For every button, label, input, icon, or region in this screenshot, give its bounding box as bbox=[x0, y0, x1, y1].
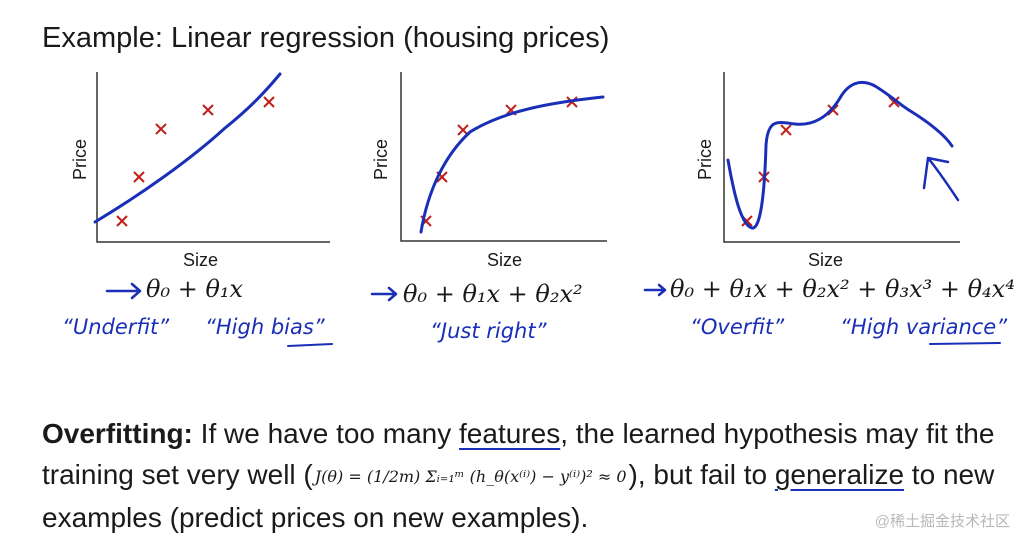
plot2-note-justright: “Just right” bbox=[430, 319, 548, 343]
plot3-point bbox=[888, 96, 900, 108]
generalize-word: generalize bbox=[774, 459, 905, 490]
plot2-axes bbox=[400, 72, 607, 242]
plot2-arrow bbox=[370, 286, 398, 302]
cost-formula: J(θ) = (1/2m) Σᵢ₌₁ᵐ (h_θ(x⁽ⁱ⁾) − y⁽ⁱ⁾)² … bbox=[314, 467, 627, 487]
plot1-hypothesis: θ₀ + θ₁x bbox=[146, 275, 244, 303]
body-part3: ), but fail to bbox=[628, 459, 775, 490]
plot3-fit-curve bbox=[726, 81, 954, 230]
plot-just-right: Price Size θ₀ + θ₁x + θ₂x² “Just right” bbox=[370, 72, 607, 343]
body-part2: , the learned hypothesis may fit the tra… bbox=[42, 418, 995, 490]
plot1-point bbox=[263, 96, 275, 108]
watermark: @稀土掘金技术社区 bbox=[874, 513, 1010, 530]
plot3-underline bbox=[929, 342, 1001, 345]
plot1-point bbox=[202, 104, 214, 116]
features-word: features bbox=[459, 418, 561, 449]
overfitting-definition: Overfitting: If we have too many feature… bbox=[42, 413, 1012, 538]
body-part1: If we have too many bbox=[192, 418, 460, 449]
slide-title: Example: Linear regression (housing pric… bbox=[42, 22, 610, 54]
plot3-hand-arrow bbox=[922, 156, 960, 202]
plot1-point bbox=[116, 215, 128, 227]
plot1-point bbox=[155, 123, 167, 135]
plot1-axes bbox=[96, 72, 330, 243]
plot2-fit-curve bbox=[419, 95, 605, 234]
plot3-point bbox=[780, 124, 792, 136]
plot1-xlabel: Size bbox=[183, 250, 218, 270]
plots-figure: Price Size θ₀ + θ₁x “Underfit” “High bia… bbox=[62, 72, 1015, 347]
plot2-xlabel: Size bbox=[487, 250, 522, 270]
plot1-note-underfit: “Underfit” bbox=[62, 315, 170, 339]
plot1-fit-curve bbox=[93, 72, 282, 224]
plot1-underline bbox=[287, 343, 333, 347]
plot3-axes bbox=[723, 72, 960, 243]
plot-underfit: Price Size θ₀ + θ₁x “Underfit” “High bia… bbox=[62, 72, 333, 347]
plot3-arrow bbox=[643, 283, 667, 297]
plot1-arrow bbox=[105, 282, 142, 300]
plot1-ylabel: Price bbox=[70, 139, 90, 180]
plot3-note-highvariance: “High variance” bbox=[840, 315, 1008, 339]
body-part4: to new examples (predict prices on new e… bbox=[42, 459, 995, 534]
plot3-note-overfit: “Overfit” bbox=[690, 315, 785, 339]
plot1-point bbox=[133, 171, 145, 183]
plot-overfit: Price Size θ₀ + θ₁x + θ₂x² + θ₃x³ + θ₄x⁴… bbox=[643, 72, 1015, 345]
plot2-point bbox=[457, 124, 469, 136]
plot3-ylabel: Price bbox=[695, 139, 715, 180]
plot2-ylabel: Price bbox=[371, 139, 391, 180]
plot2-hypothesis: θ₀ + θ₁x + θ₂x² bbox=[403, 280, 583, 308]
plot3-hypothesis: θ₀ + θ₁x + θ₂x² + θ₃x³ + θ₄x⁴ bbox=[670, 275, 1015, 303]
overfitting-term: Overfitting: bbox=[42, 418, 193, 449]
plot3-xlabel: Size bbox=[808, 250, 843, 270]
plot1-note-highbias: “High bias” bbox=[205, 315, 326, 339]
